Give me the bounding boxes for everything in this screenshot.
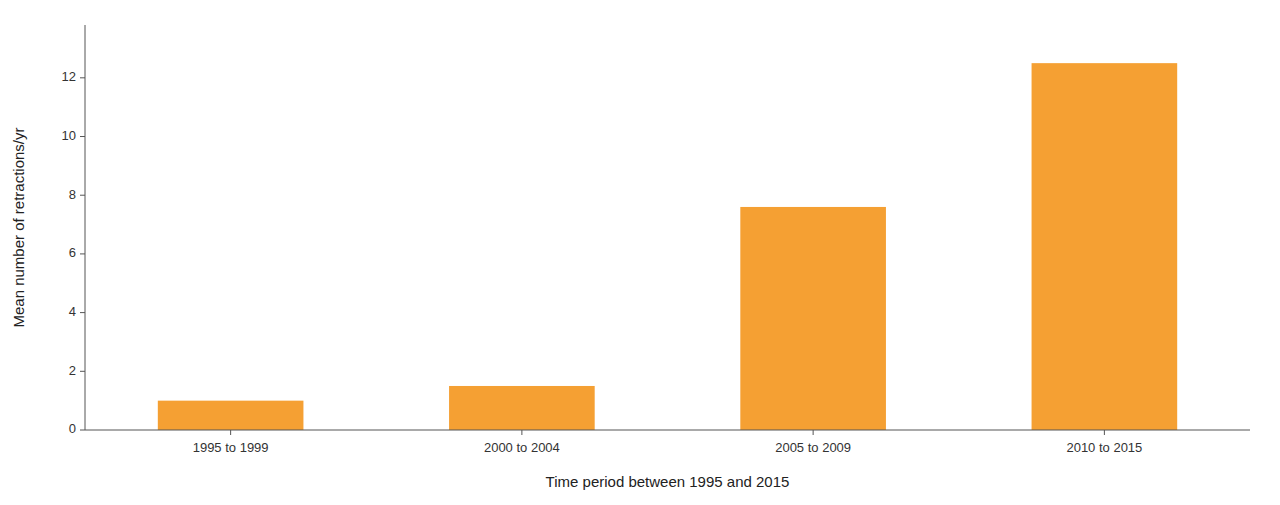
x-tick-label: 2010 to 2015	[1066, 440, 1142, 455]
y-tick	[80, 430, 85, 431]
x-tick	[230, 430, 231, 435]
y-tick-label: 12	[62, 69, 76, 84]
y-tick-label: 10	[62, 128, 76, 143]
x-tick	[521, 430, 522, 435]
y-tick	[80, 371, 85, 372]
x-tick-label: 1995 to 1999	[193, 440, 269, 455]
y-tick-label: 6	[69, 245, 76, 260]
x-tick-label: 2005 to 2009	[775, 440, 851, 455]
x-tick-label: 2000 to 2004	[484, 440, 560, 455]
y-tick-label: 4	[69, 304, 76, 319]
chart-container: 0 2 4 6 8 10 12 1995 to 1999 2000 to 2004 2005 to…	[0, 0, 1280, 505]
x-axis-line	[85, 430, 1250, 431]
bar	[158, 401, 304, 430]
x-tick	[1104, 430, 1105, 435]
bars	[158, 63, 1177, 430]
y-tick-label: 8	[69, 187, 76, 202]
bar	[740, 207, 886, 430]
chart-svg: 0 2 4 6 8 10 12 1995 to 1999 2000 to 2004 2005 to…	[0, 0, 1280, 505]
y-tick-label: 2	[69, 363, 76, 378]
y-axis-label: Mean number of retractions/yr	[10, 127, 27, 327]
y-tick	[80, 136, 85, 137]
y-axis-line	[85, 25, 86, 430]
y-tick	[80, 77, 85, 78]
y-tick	[80, 253, 85, 254]
bar	[1032, 63, 1178, 430]
x-tick	[813, 430, 814, 435]
y-tick	[80, 312, 85, 313]
y-tick	[80, 195, 85, 196]
x-axis-label: Time period between 1995 and 2015	[546, 473, 790, 490]
y-tick-label: 0	[69, 421, 76, 436]
bar	[449, 386, 595, 430]
